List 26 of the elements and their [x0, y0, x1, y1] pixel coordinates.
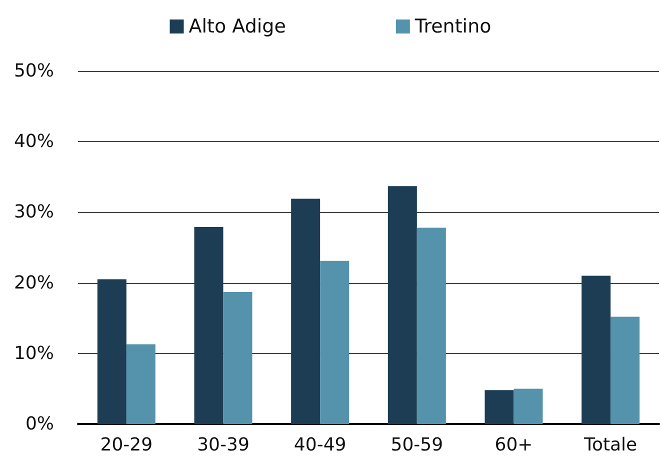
- y-tick-label: 10%: [14, 342, 54, 364]
- y-tick-label: 20%: [14, 272, 54, 294]
- legend-label: Alto Adige: [188, 16, 286, 38]
- x-tick-label: 20-29: [100, 434, 153, 456]
- y-tick-label: 30%: [14, 202, 54, 223]
- bar: [291, 198, 320, 424]
- bar: [223, 292, 252, 424]
- y-tick-label: 0%: [25, 414, 54, 434]
- bar: [416, 228, 446, 424]
- bar: [97, 279, 126, 424]
- x-tick-label: 40-49: [294, 434, 346, 456]
- bar: [320, 260, 350, 424]
- x-tick-label: 50-59: [390, 434, 444, 456]
- bar: [514, 388, 543, 424]
- x-tick-label: 60+: [494, 434, 533, 456]
- y-tick-label: 40%: [14, 131, 54, 152]
- bar: [388, 186, 417, 424]
- bar: [194, 227, 224, 424]
- bar: [582, 276, 611, 424]
- bar: [484, 390, 514, 424]
- legend-label: Trentino: [414, 16, 492, 38]
- x-tick-label: Totale: [583, 434, 638, 456]
- x-tick-label: 30-39: [197, 434, 250, 456]
- bar: [610, 316, 640, 424]
- bar: [126, 344, 156, 424]
- y-tick-label: 50%: [14, 60, 54, 82]
